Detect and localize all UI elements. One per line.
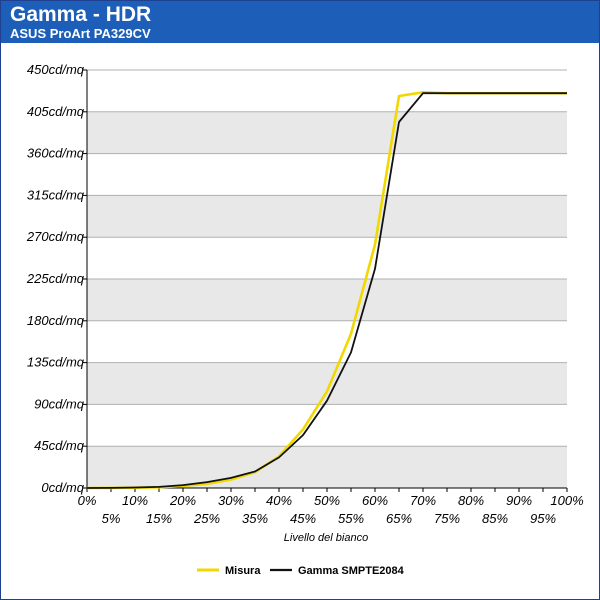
grid-band	[87, 70, 567, 112]
grid-band	[87, 320, 567, 363]
x-tick-label: 25%	[193, 511, 220, 526]
x-tick-label: 85%	[482, 511, 508, 526]
x-axis-label: Livello del bianco	[284, 532, 368, 544]
y-tick-label: 135cd/mq	[27, 355, 85, 370]
legend-label: Misura	[225, 565, 261, 577]
x-tick-label: 5%	[102, 511, 121, 526]
x-tick-label: 90%	[506, 493, 532, 508]
x-tick-label: 0%	[78, 493, 97, 508]
grid-band	[87, 279, 567, 321]
series-line-smpte2084	[86, 92, 567, 489]
x-tick-label: 65%	[386, 511, 412, 526]
legend: Misura Gamma SMPTE2084	[197, 565, 405, 577]
y-tick-label: 0cd/mq	[41, 480, 84, 495]
grid-band	[87, 362, 567, 405]
x-tick-label: 40%	[266, 493, 292, 508]
y-tick-label: 45cd/mq	[34, 438, 85, 453]
x-tick-label: 60%	[362, 493, 388, 508]
grid-band	[87, 446, 567, 488]
x-axis-ticks: 0% 5%10% 15% 20% 25% 30% 35% 40% 45% 50% 55% 60% 65%…	[78, 488, 584, 526]
y-tick-label: 270cd/mq	[26, 229, 85, 244]
y-tick-label: 225cd/mq	[26, 271, 85, 286]
legend-label: Gamma SMPTE2084	[298, 565, 405, 577]
x-tick-label: 100%	[550, 493, 583, 508]
x-tick-label: 55%	[338, 511, 364, 526]
grid-band	[87, 195, 567, 238]
x-tick-label: 45%	[290, 511, 316, 526]
chart-header: Gamma - HDR ASUS ProArt PA329CV	[1, 1, 599, 43]
x-tick-label: 70%	[410, 493, 436, 508]
x-tick-label: 95%	[530, 511, 556, 526]
x-tick-label: 75%	[434, 511, 460, 526]
chart-title: Gamma - HDR	[10, 3, 152, 26]
x-tick-label: 50%	[314, 493, 340, 508]
y-tick-label: 360cd/mq	[27, 146, 85, 161]
x-tick-label: 30%	[218, 493, 244, 508]
series-layer	[86, 91, 567, 490]
x-tick-label: 15%	[146, 511, 172, 526]
x-tick-label: 10%	[122, 493, 148, 508]
y-tick-label: 90cd/mq	[34, 396, 85, 411]
y-axis-ticks: 0cd/mq 45cd/mq 90cd/mq 135cd/mq 180cd/mq 225c…	[26, 62, 87, 495]
grid-band	[87, 153, 567, 196]
x-tick-label: 80%	[458, 493, 484, 508]
y-tick-label: 315cd/mq	[27, 187, 85, 202]
x-tick-label: 20%	[169, 493, 196, 508]
grid-band	[87, 404, 567, 447]
y-tick-label: 405cd/mq	[27, 104, 85, 119]
y-tick-label: 450cd/mq	[27, 62, 85, 77]
chart-subtitle: ASUS ProArt PA329CV	[10, 26, 151, 41]
y-tick-label: 180cd/mq	[27, 313, 85, 328]
x-tick-label: 35%	[242, 511, 268, 526]
grid-band	[87, 111, 567, 154]
grid-bands	[87, 69, 567, 489]
grid-band	[87, 237, 567, 279]
